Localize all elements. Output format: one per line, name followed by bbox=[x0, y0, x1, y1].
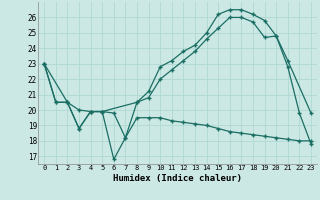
X-axis label: Humidex (Indice chaleur): Humidex (Indice chaleur) bbox=[113, 174, 242, 183]
